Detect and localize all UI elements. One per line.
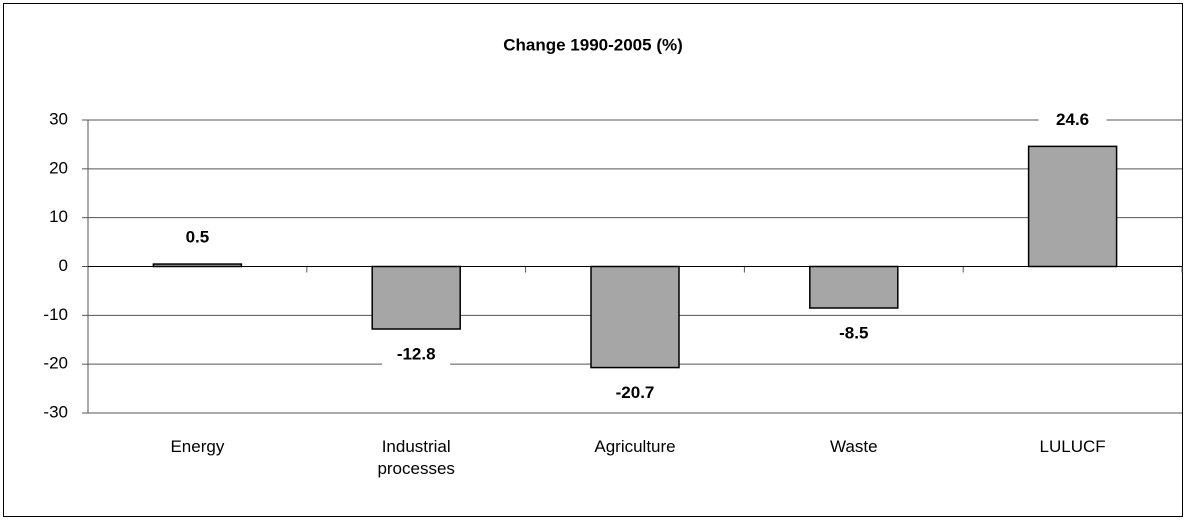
data-label-bg xyxy=(819,321,888,348)
x-tick-label: LULUCF xyxy=(1039,437,1106,456)
y-tick-label: -20 xyxy=(43,354,68,373)
data-label: -12.8 xyxy=(397,344,436,363)
data-label: -8.5 xyxy=(839,323,868,342)
data-label-bg xyxy=(382,342,451,369)
y-tick-label: 0 xyxy=(59,256,68,275)
y-tick-label: 10 xyxy=(49,207,68,226)
x-tick-label: Waste xyxy=(830,437,878,456)
data-label-bg xyxy=(1038,107,1107,134)
y-tick-label: 20 xyxy=(49,158,68,177)
bar xyxy=(1027,145,1118,268)
y-tick-label: -30 xyxy=(43,402,68,421)
bar xyxy=(809,265,899,309)
chart-title: Change 1990-2005 (%) xyxy=(503,35,683,54)
data-label: -20.7 xyxy=(616,383,655,402)
x-tick-label: Industrial processes xyxy=(377,437,455,478)
y-tick-label: 30 xyxy=(49,109,68,128)
data-label: 24.6 xyxy=(1056,110,1089,129)
y-tick-label: -10 xyxy=(43,305,68,324)
data-label-bg xyxy=(163,225,232,252)
bar xyxy=(152,263,243,268)
data-label: 0.5 xyxy=(186,228,210,247)
data-label-bg xyxy=(601,380,669,407)
x-tick-label: Energy xyxy=(170,437,225,456)
chart-frame xyxy=(3,3,1183,517)
bar xyxy=(590,265,680,369)
bar xyxy=(371,265,461,330)
x-tick-label: Agriculture xyxy=(594,437,676,456)
